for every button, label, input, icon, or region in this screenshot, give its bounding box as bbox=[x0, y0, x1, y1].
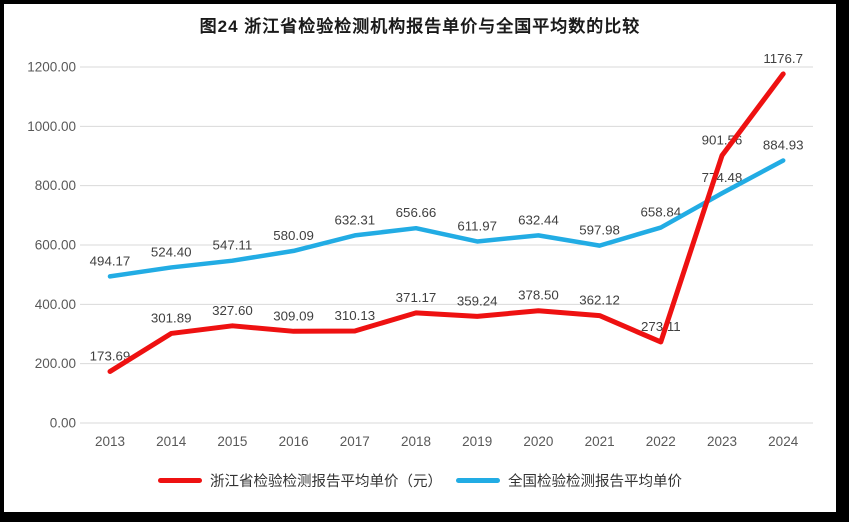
data-label: 632.44 bbox=[518, 212, 559, 227]
national-series-line bbox=[107, 158, 786, 279]
data-label: 327.60 bbox=[212, 303, 253, 318]
data-label: 524.40 bbox=[151, 244, 192, 259]
x-tick-label: 2013 bbox=[95, 434, 125, 449]
y-tick-label: 1000.00 bbox=[27, 119, 76, 134]
line-chart-plot-area: 1200.00 1000.00 800.00 600.00 400.00 200.00 0.… bbox=[27, 51, 813, 449]
data-label: 658.84 bbox=[640, 205, 681, 220]
data-label: 1176.7 bbox=[763, 51, 803, 66]
legend-label-national: 全国检验检测报告平均单价 bbox=[508, 474, 682, 490]
y-tick-label: 200.00 bbox=[35, 356, 76, 371]
data-label: 309.09 bbox=[273, 308, 314, 323]
data-label: 273.11 bbox=[641, 319, 681, 334]
x-tick-label: 2016 bbox=[279, 434, 309, 449]
x-tick-label: 2021 bbox=[585, 434, 615, 449]
x-tick-label: 2024 bbox=[768, 434, 799, 449]
data-label: 547.11 bbox=[213, 238, 253, 253]
x-tick-label: 2023 bbox=[707, 434, 737, 449]
x-tick-label: 2015 bbox=[217, 434, 247, 449]
data-label: 580.09 bbox=[273, 228, 314, 243]
national-series-swatch bbox=[456, 478, 500, 483]
data-label: 359.24 bbox=[457, 293, 498, 308]
y-tick-label: 600.00 bbox=[35, 238, 76, 253]
x-tick-label: 2022 bbox=[646, 434, 676, 449]
zhejiang-series-swatch bbox=[158, 478, 202, 483]
data-label: 611.97 bbox=[457, 218, 497, 233]
data-label: 301.89 bbox=[151, 310, 192, 325]
legend-item-zhejiang: 浙江省检验检测报告平均单价（元） bbox=[158, 470, 442, 491]
chart-title: 图24 浙江省检验检测机构报告单价与全国平均数的比较 bbox=[199, 17, 641, 36]
zhejiang-series-line bbox=[107, 71, 786, 374]
y-tick-label: 0.00 bbox=[50, 416, 76, 431]
data-label: 310.13 bbox=[334, 308, 375, 323]
legend-label-zhejiang: 浙江省检验检测报告平均单价（元） bbox=[210, 474, 442, 490]
x-tick-label: 2019 bbox=[462, 434, 492, 449]
x-tick-label: 2014 bbox=[156, 434, 187, 449]
data-label: 494.17 bbox=[90, 253, 131, 268]
data-label: 371.17 bbox=[396, 290, 437, 305]
data-label: 774.48 bbox=[702, 170, 743, 185]
x-tick-label: 2017 bbox=[340, 434, 370, 449]
legend: 浙江省检验检测报告平均单价（元） 全国检验检测报告平均单价 bbox=[4, 470, 836, 491]
y-tick-label: 800.00 bbox=[35, 178, 76, 193]
data-label: 656.66 bbox=[396, 205, 437, 220]
legend-item-national: 全国检验检测报告平均单价 bbox=[456, 470, 682, 491]
data-label: 362.12 bbox=[579, 293, 620, 308]
data-label: 173.69 bbox=[90, 348, 131, 363]
data-label: 378.50 bbox=[518, 288, 559, 303]
x-tick-label: 2018 bbox=[401, 434, 431, 449]
y-tick-label: 1200.00 bbox=[27, 60, 76, 75]
data-label: 632.31 bbox=[334, 212, 375, 227]
data-label: 597.98 bbox=[579, 223, 620, 238]
data-label: 884.93 bbox=[763, 137, 804, 152]
x-tick-label: 2020 bbox=[523, 434, 553, 449]
y-tick-label: 400.00 bbox=[35, 297, 76, 312]
